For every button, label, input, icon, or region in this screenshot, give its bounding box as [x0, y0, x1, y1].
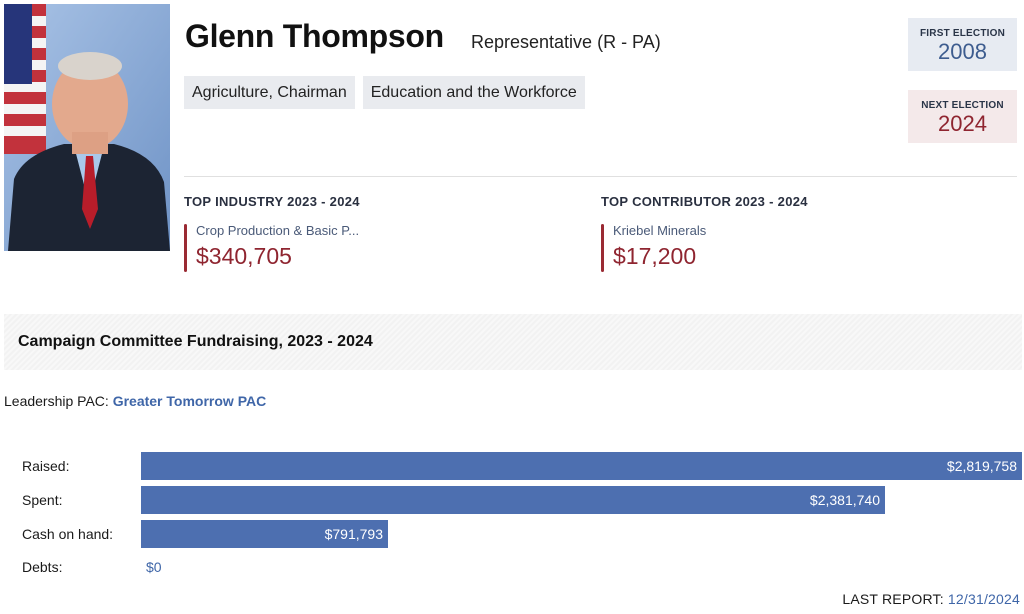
header-divider	[184, 176, 1017, 177]
top-contributor-body: Kriebel Minerals $17,200	[601, 223, 808, 272]
committee-chip-education[interactable]: Education and the Workforce	[362, 76, 585, 109]
bar-track-cash-on-hand: $791,793	[141, 520, 1022, 548]
top-contributor-name[interactable]: Kriebel Minerals	[613, 223, 707, 238]
last-report-date: 12/31/2024	[947, 591, 1020, 607]
first-election-box: FIRST ELECTION 2008	[908, 18, 1017, 71]
bar-track-spent: $2,381,740	[141, 486, 1022, 514]
bar-value-spent: $2,381,740	[809, 492, 880, 508]
bar-row-debts: Debts: $0	[0, 553, 1024, 581]
bar-row-raised: Raised: $2,819,758	[0, 452, 1024, 480]
bar-value-debts: $0	[146, 559, 162, 575]
bar-value-cash-on-hand: $791,793	[324, 526, 383, 542]
last-report-label: LAST REPORT:	[842, 591, 944, 607]
next-election-label: NEXT ELECTION	[921, 100, 1004, 111]
leadership-pac-link[interactable]: Greater Tomorrow PAC	[112, 393, 267, 409]
first-election-year: 2008	[938, 39, 987, 64]
top-contributor-title: TOP CONTRIBUTOR 2023 - 2024	[601, 194, 808, 209]
top-contributor-block: TOP CONTRIBUTOR 2023 - 2024 Kriebel Mine…	[601, 194, 808, 272]
bar-value-raised: $2,819,758	[946, 458, 1017, 474]
member-role: Representative (R - PA)	[471, 32, 661, 52]
fundraising-header: Campaign Committee Fundraising, 2023 - 2…	[4, 314, 1022, 370]
committee-list: Agriculture, Chairman Education and the …	[184, 76, 585, 109]
bar-label-debts: Debts:	[22, 559, 63, 575]
member-name: Glenn Thompson	[185, 18, 444, 54]
bar-fill-spent	[141, 486, 885, 514]
fundraising-title: Campaign Committee Fundraising, 2023 - 2…	[18, 333, 373, 350]
committee-chip-agriculture[interactable]: Agriculture, Chairman	[184, 76, 355, 109]
next-election-year: 2024	[938, 111, 987, 136]
bar-label-spent: Spent:	[22, 492, 63, 508]
leadership-pac: Leadership PAC: Greater Tomorrow PAC	[4, 393, 266, 409]
top-industry-name[interactable]: Crop Production & Basic P...	[196, 223, 360, 238]
bar-fill-cash-on-hand	[141, 520, 388, 548]
top-industry-amount: $340,705	[196, 243, 292, 269]
first-election-label: FIRST ELECTION	[919, 28, 1006, 39]
last-report: LAST REPORT: 12/31/2024	[842, 591, 1020, 607]
top-contributor-amount: $17,200	[613, 243, 697, 269]
top-industry-title: TOP INDUSTRY 2023 - 2024	[184, 194, 360, 209]
top-industry-body: Crop Production & Basic P... $340,705	[184, 223, 360, 272]
leadership-pac-label: Leadership PAC:	[4, 393, 109, 409]
bar-row-cash-on-hand: Cash on hand: $791,793	[0, 520, 1024, 548]
bar-track-debts: $0	[141, 553, 1022, 581]
top-industry-block: TOP INDUSTRY 2023 - 2024 Crop Production…	[184, 194, 360, 272]
bar-row-spent: Spent: $2,381,740	[0, 486, 1024, 514]
next-election-box: NEXT ELECTION 2024	[908, 90, 1017, 143]
member-photo	[4, 4, 170, 251]
bar-fill-raised	[141, 452, 1022, 480]
bar-label-cash-on-hand: Cash on hand:	[22, 526, 114, 542]
bar-track-raised: $2,819,758	[141, 452, 1022, 480]
bar-label-raised: Raised:	[22, 458, 70, 474]
